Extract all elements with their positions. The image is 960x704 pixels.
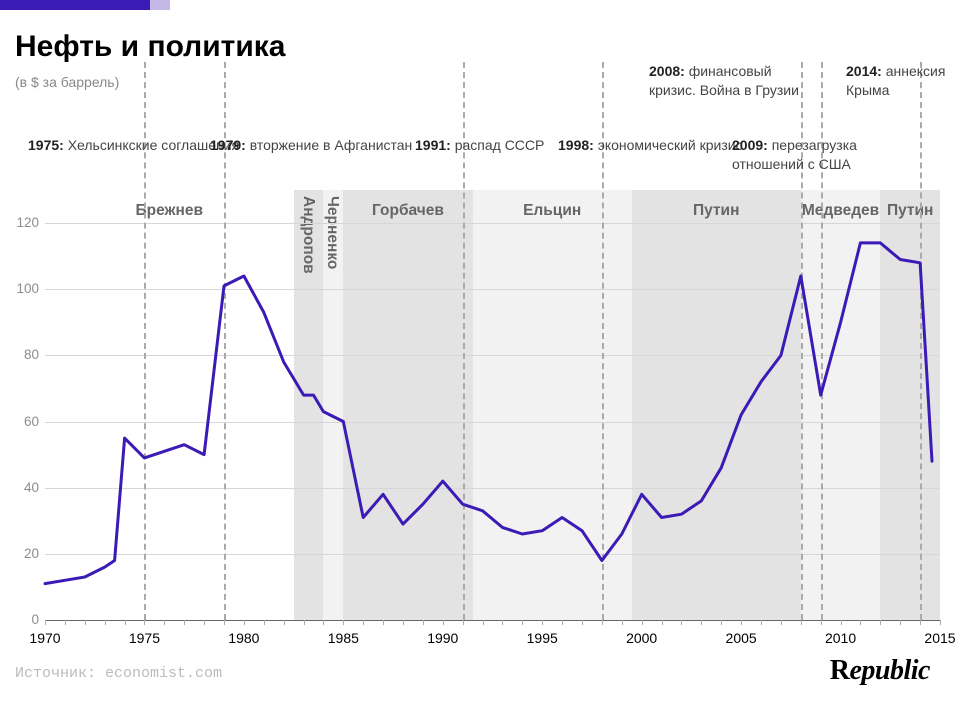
event-label: 2014: аннексия Крыма	[846, 62, 956, 100]
axis-tick-x: 2000	[626, 630, 657, 646]
axis-tick-y: 100	[11, 281, 39, 296]
axis-tick-y: 80	[11, 347, 39, 362]
publisher-logo: Republic	[830, 655, 930, 687]
event-label: 2008: финансовый кризис. Война в Грузии	[649, 62, 809, 100]
page-title: Нефть и политика	[15, 30, 285, 64]
gridline-y	[45, 554, 940, 555]
axis-tick-x: 1975	[129, 630, 160, 646]
axis-tick-x: 1990	[427, 630, 458, 646]
axis-tick-y: 0	[11, 612, 39, 627]
axis-tick-y: 60	[11, 414, 39, 429]
gridline-y	[45, 223, 940, 224]
axis-tick-x: 2010	[825, 630, 856, 646]
era-band	[880, 190, 940, 620]
axis-tick-y: 20	[11, 546, 39, 561]
event-label: 1991: распад СССР	[415, 136, 544, 155]
era-band	[801, 190, 881, 620]
event-label: 1979: вторжение в Афганистан	[210, 136, 412, 155]
axis-tick-x: 1985	[328, 630, 359, 646]
axis-tick-x: 2005	[726, 630, 757, 646]
gridline-y	[45, 620, 940, 621]
source-credit: Источник: economist.com	[15, 665, 222, 682]
axis-tick-x: 1980	[228, 630, 259, 646]
axis-tick-x: 1970	[29, 630, 60, 646]
leader-label: Путин	[880, 202, 940, 220]
topbar-light	[150, 0, 170, 10]
oil-politics-chart: БрежневАндроповЧерненкоГорбачевЕльцинПут…	[45, 190, 940, 620]
gridline-y	[45, 355, 940, 356]
event-label: 1975: Хельсинкские соглашения	[28, 136, 239, 155]
axis-tick-x: 1995	[527, 630, 558, 646]
leader-label: Путин	[632, 202, 801, 220]
axis-tick-x: 2015	[924, 630, 955, 646]
event-label: 2009: перезагрузка отношений с США	[732, 136, 902, 174]
leader-label: Андропов	[299, 196, 317, 274]
era-band	[632, 190, 801, 620]
event-marker-line	[920, 62, 922, 620]
leader-label: Черненко	[323, 196, 341, 269]
era-band	[343, 190, 472, 620]
gridline-y	[45, 289, 940, 290]
gridline-y	[45, 488, 940, 489]
leader-label: Ельцин	[473, 202, 632, 220]
axis-tick-y: 40	[11, 480, 39, 495]
event-label: 1998: экономический кризис	[558, 136, 743, 155]
axis-tick-y: 120	[11, 215, 39, 230]
leader-label: Брежнев	[45, 202, 294, 220]
era-band	[473, 190, 632, 620]
page-subtitle: (в $ за баррель)	[15, 74, 119, 90]
gridline-y	[45, 422, 940, 423]
leader-label: Медведев	[801, 202, 881, 220]
leader-label: Горбачев	[343, 202, 472, 220]
topbar-dark	[0, 0, 150, 10]
